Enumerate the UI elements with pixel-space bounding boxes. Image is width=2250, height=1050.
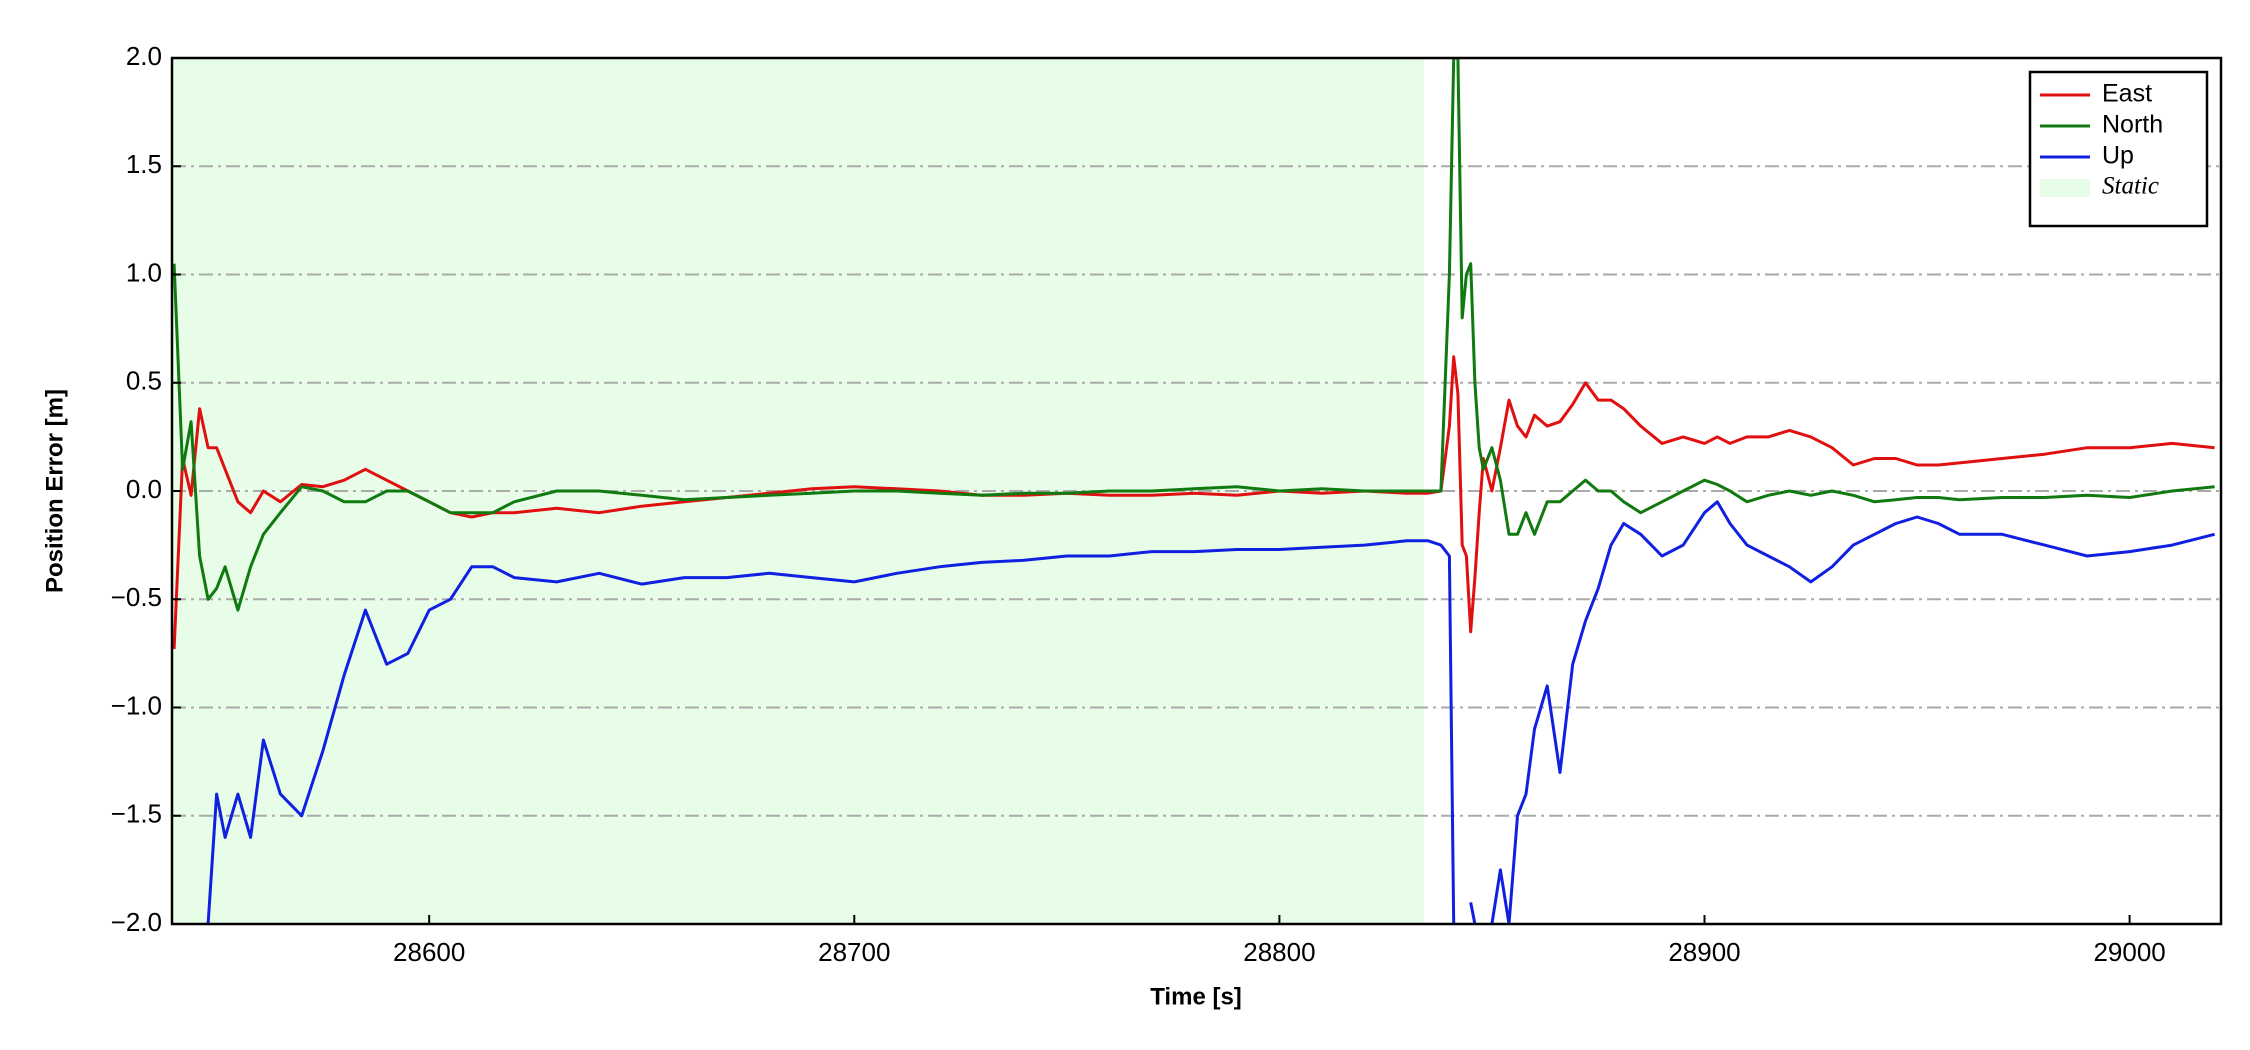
series-line: [1490, 500, 2215, 924]
ticks: −2.0 −1.5 −1.0 −0.5 0.0 0.5 1.0 1.5 2.0 28600 2870…: [111, 41, 2166, 967]
legend-label: North: [2102, 111, 2163, 139]
y-tick-label: 1.0: [126, 257, 162, 287]
x-tick-label: 28900: [1668, 937, 1740, 967]
x-tick-label: 28700: [818, 937, 890, 967]
y-tick-label: 2.0: [126, 41, 162, 71]
legend-swatch: [2040, 179, 2090, 197]
y-tick-label: 1.5: [126, 149, 162, 179]
x-tick-label: 28600: [393, 937, 465, 967]
y-axis-label: Position Error [m]: [41, 389, 68, 593]
series-line: [172, 58, 2215, 612]
legend-label: Up: [2102, 142, 2134, 170]
series-line: [206, 539, 1456, 924]
y-tick-label: −0.5: [111, 582, 162, 612]
y-tick-label: 0.0: [126, 474, 162, 504]
legend-label: Static: [2102, 173, 2159, 200]
legend-label: East: [2102, 80, 2152, 108]
y-tick-label: 0.5: [126, 366, 162, 396]
x-tick-label: 28800: [1243, 937, 1315, 967]
x-axis-label: Time [s]: [1150, 983, 1242, 1010]
y-tick-label: −1.0: [111, 690, 162, 720]
series-line: [172, 355, 2215, 650]
y-tick-label: −2.0: [111, 907, 162, 937]
series-line: [1469, 902, 1477, 924]
legend: East North Up Static: [2028, 70, 2209, 228]
lines: [172, 58, 2215, 924]
y-tick-label: −1.5: [111, 799, 162, 829]
x-tick-label: 29000: [2093, 937, 2165, 967]
legend-box: [2028, 70, 2209, 228]
